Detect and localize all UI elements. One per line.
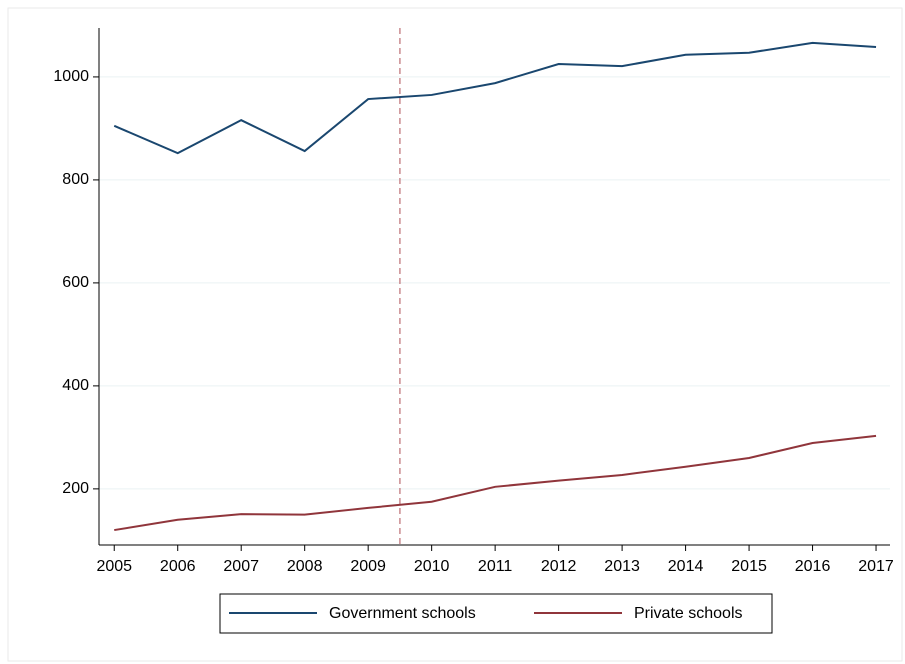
- x-tick-label: 2011: [478, 558, 513, 575]
- legend-label: Government schools: [329, 605, 476, 622]
- series-line: [113, 41, 877, 155]
- legend-label: Private schools: [634, 605, 743, 622]
- x-tick-label: 2007: [223, 558, 259, 575]
- x-tick-label: 2015: [731, 558, 767, 575]
- x-tick-label: 2012: [541, 558, 577, 575]
- x-tick-label: 2009: [350, 558, 386, 575]
- frame: [7, 7, 903, 662]
- y-tick-label: 600: [62, 274, 89, 291]
- y-tick-label: 200: [62, 480, 89, 497]
- series-line: [114, 434, 877, 532]
- x-tick-label: 2010: [414, 558, 450, 575]
- x-tick-label: 2017: [858, 558, 894, 575]
- x-tick-label: 2008: [287, 558, 323, 575]
- x-tick-label: 2016: [795, 558, 831, 575]
- x-tick-label: 2006: [160, 558, 196, 575]
- y-tick-label: 1000: [53, 68, 89, 85]
- y-tick-label: 800: [62, 171, 89, 188]
- x-tick-label: 2014: [668, 558, 704, 575]
- x-tick-label: 2005: [96, 558, 132, 575]
- x-tick-label: 2013: [604, 558, 640, 575]
- y-tick-label: 400: [62, 377, 89, 394]
